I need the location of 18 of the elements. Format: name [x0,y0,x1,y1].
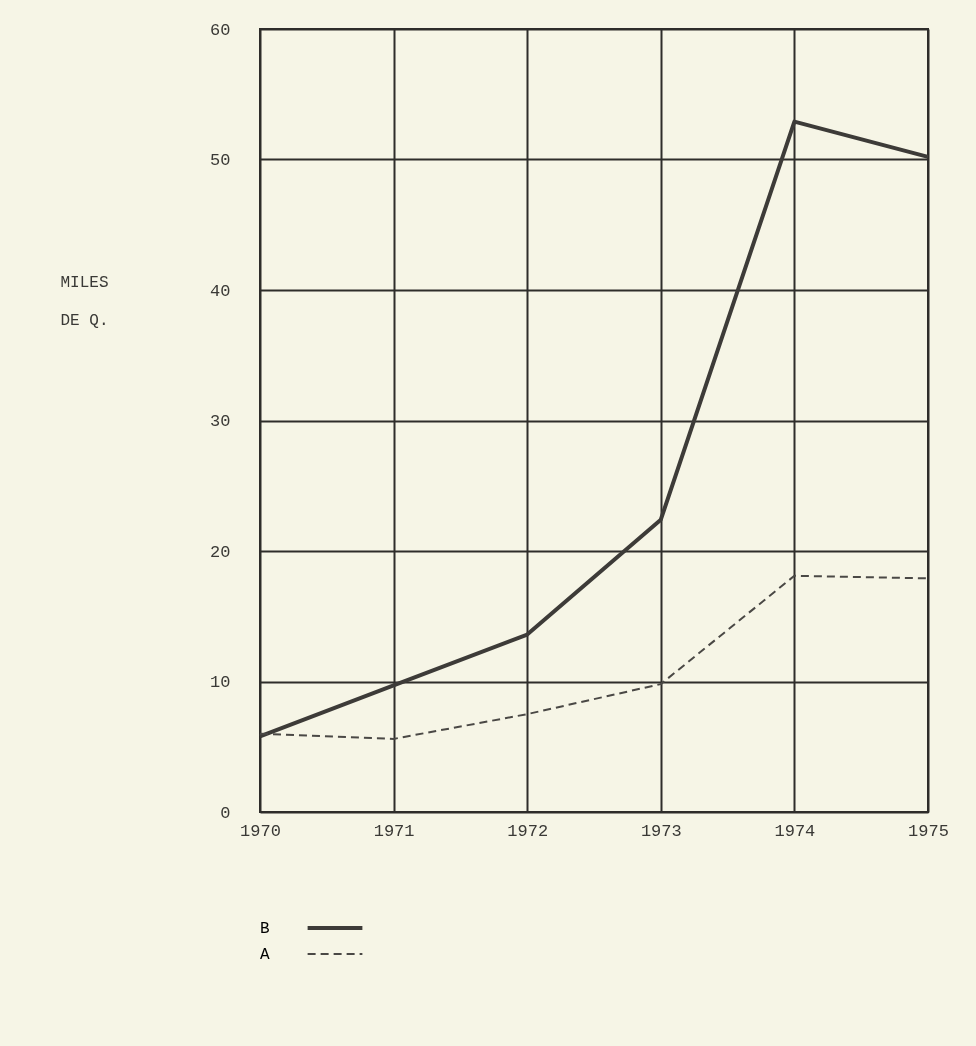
legend-label: B [260,920,270,938]
x-tick-label: 1973 [640,821,682,841]
x-tick-label: 1970 [240,821,281,841]
y-tick-label: 0 [220,803,231,823]
line-series [259,574,929,740]
x-tick-label: 1975 [908,821,949,841]
x-tick-label: 1974 [774,821,816,841]
y-tick-label: 20 [210,542,231,562]
text: MILES DE Q. [60,273,109,330]
y-tick-label: 30 [210,412,231,431]
y-tick-label: 40 [210,281,231,301]
x-tick-label: 1972 [507,821,549,841]
legend-label: A [260,946,270,964]
y-tick-label: 50 [210,151,231,170]
x-tick-label: 1971 [373,821,415,841]
line-series [258,119,930,739]
y-tick-label: 60 [210,20,231,40]
y-tick-label: 10 [210,673,231,692]
